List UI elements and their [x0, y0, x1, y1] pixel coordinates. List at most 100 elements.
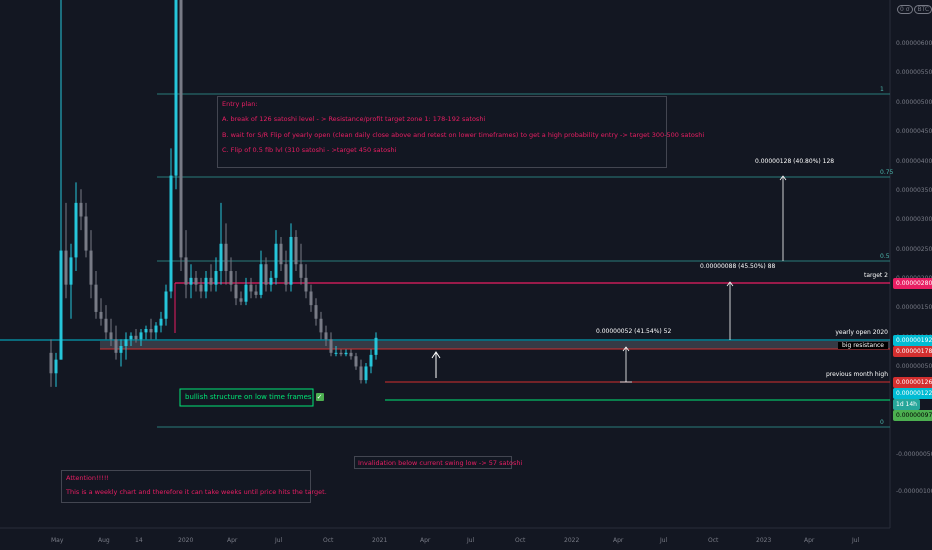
fib-level-label: 0.5: [880, 253, 890, 260]
y-tick-label: 0.00000500: [896, 99, 932, 106]
candle-body: [279, 243, 283, 265]
y-tick-label: -0.00000050: [896, 451, 932, 458]
x-tick-label: Apr: [613, 537, 624, 544]
candle-body: [194, 277, 198, 285]
x-tick-label: Oct: [515, 537, 526, 544]
candle-body: [114, 339, 118, 353]
candle-body: [274, 243, 278, 278]
candle-body: [144, 328, 148, 333]
price-tag[interactable]: 0.00000122: [893, 388, 932, 399]
entry-plan-a: A. break of 126 satoshi level - > Resist…: [222, 115, 486, 124]
x-tick-label: Jul: [852, 537, 860, 544]
attention-note[interactable]: Attention!!!!! This is a weekly chart an…: [61, 470, 327, 503]
candle-body: [169, 175, 173, 292]
y-tick-label: 0.00000250: [896, 246, 932, 253]
x-tick-label: Oct: [323, 537, 334, 544]
candle-body: [74, 202, 78, 258]
bullish-structure-label[interactable]: bullish structure on low time frames ✓: [185, 393, 324, 401]
attention-line2: This is a weekly chart and therefore it …: [66, 488, 327, 497]
fib-level-label: 1: [880, 86, 884, 93]
candle-body: [359, 366, 363, 381]
candle-body: [164, 291, 168, 319]
x-tick-label: Jul: [275, 537, 283, 544]
candle-body: [284, 264, 288, 285]
candle-body: [369, 354, 373, 367]
arrow-head-icon: [726, 281, 734, 287]
x-tick-label: Jul: [660, 537, 668, 544]
candle-body: [69, 257, 73, 285]
fib-level-label: 0.75: [880, 169, 894, 176]
candle-body: [59, 250, 63, 360]
candle-body: [64, 250, 68, 285]
y-tick-label: 0.00000450: [896, 128, 932, 135]
candle-body: [179, 0, 183, 258]
candle-body: [109, 332, 113, 340]
price-tag[interactable]: 0.00000192: [893, 335, 932, 346]
candle-body: [154, 325, 158, 333]
y-tick-label: 0.00000150: [896, 304, 932, 311]
price-tag[interactable]: 0.00000178: [893, 346, 932, 357]
candle-body: [209, 277, 213, 285]
candle-body: [174, 0, 178, 176]
invalidation-note[interactable]: Invalidation below current swing low -> …: [354, 456, 523, 469]
measure-label: 0.00000128 (40.80%) 128: [755, 158, 835, 165]
candle-body: [84, 216, 88, 251]
candle-body: [49, 352, 53, 374]
candle-body: [259, 264, 263, 295]
resistance-zone: [100, 341, 890, 349]
x-tick-label: Aug: [98, 537, 110, 544]
y-tick-label: 0.00000600: [896, 40, 932, 47]
attention-line1: Attention!!!!!: [66, 474, 110, 482]
x-tick-label: 2020: [178, 537, 194, 544]
arrow-head-icon: [779, 175, 787, 181]
invalidation-text: Invalidation below current swing low -> …: [358, 459, 523, 467]
x-tick-label: Apr: [420, 537, 431, 544]
measure-label: 0.00000052 (41.54%) 52: [596, 328, 672, 335]
x-tick-label: 14: [135, 537, 143, 544]
entry-plan-c: C. Flip of 0.5 fib lvl (310 satoshi - >t…: [222, 146, 397, 155]
y-tick-label: 0.00000550: [896, 69, 932, 76]
price-tag[interactable]: 0.00000097: [893, 410, 932, 421]
candle-body: [149, 328, 153, 333]
candle-body: [299, 264, 303, 278]
candle-body: [289, 236, 293, 285]
candle-body: [324, 332, 328, 340]
x-tick-label: Apr: [227, 537, 238, 544]
candle-body: [214, 271, 218, 285]
price-tag-label: previous month high: [825, 371, 888, 378]
candle-body: [89, 250, 93, 285]
badge-unit: BTC: [914, 5, 932, 14]
candle-body: [139, 332, 143, 340]
bullish-structure-box: [179, 388, 314, 407]
candle-body: [254, 291, 258, 295]
price-tag-label: big resistance: [838, 342, 888, 349]
candle-body: [344, 352, 348, 355]
price-tag[interactable]: 1d 14h: [893, 399, 920, 410]
candle-body: [294, 236, 298, 265]
candle-body: [269, 277, 273, 285]
candle-body: [264, 264, 268, 285]
x-tick-label: 2023: [756, 537, 772, 544]
price-tag[interactable]: 0.00000280: [893, 278, 932, 289]
y-tick-label: 0.00000400: [896, 158, 932, 165]
currency-badge: 0 σ BTC 00: [897, 5, 932, 14]
candle-body: [199, 284, 203, 292]
candle-body: [129, 335, 133, 340]
candle-body: [54, 359, 58, 374]
candle-body: [184, 257, 188, 285]
candle-body: [124, 339, 128, 347]
entry-plan-b: B. wait for S/R Flip of yearly open (cle…: [222, 130, 705, 139]
y-tick-label: 0.00000350: [896, 187, 932, 194]
candle-body: [224, 243, 228, 272]
candle-body: [249, 284, 253, 292]
candle-body: [104, 318, 108, 333]
candle-body: [229, 271, 233, 285]
price-tag[interactable]: 0.00000126: [893, 377, 932, 388]
candle-body: [219, 243, 223, 272]
entry-plan-note[interactable]: Entry plan: A. break of 126 satoshi leve…: [217, 96, 705, 168]
entry-plan-title: Entry plan:: [222, 100, 258, 108]
candle-body: [244, 284, 248, 302]
candle-body: [239, 298, 243, 302]
candle-body: [304, 277, 308, 292]
